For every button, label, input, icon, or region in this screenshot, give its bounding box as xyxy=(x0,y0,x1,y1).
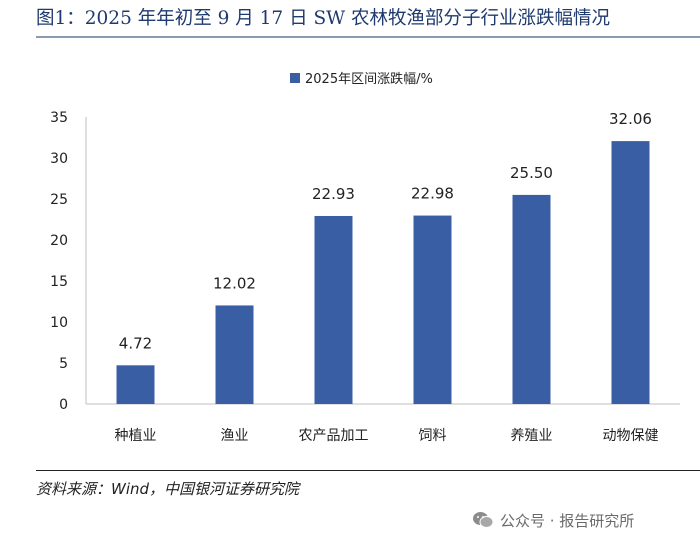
bar-3 xyxy=(314,215,353,404)
chart-axes xyxy=(85,117,680,405)
chart-legend: 2025年区间涨跌幅/% xyxy=(290,71,433,87)
bar-6 xyxy=(611,141,650,404)
y-tick-label: 0 xyxy=(59,397,68,413)
bar-4 xyxy=(413,215,452,404)
x-tick-labels: 种植业 渔业 农产品加工 饲料 养殖业 动物保健 xyxy=(115,427,659,444)
data-label: 4.72 xyxy=(119,334,152,352)
footer-divider xyxy=(36,470,700,471)
watermark: 公众号 · 报告研究所 xyxy=(472,506,634,534)
bar-chart: 2025年区间涨跌幅/% 0 5 10 15 20 25 30 35 4.72 12.02 22.… xyxy=(0,40,700,470)
y-tick-label: 30 xyxy=(50,151,68,167)
y-tick-label: 20 xyxy=(50,233,68,249)
x-tick-label: 动物保健 xyxy=(603,428,659,444)
bars xyxy=(116,141,650,404)
x-tick-label: 农产品加工 xyxy=(299,428,369,444)
x-tick-label: 渔业 xyxy=(221,428,249,444)
bar-1 xyxy=(116,365,155,404)
page-title: 图1：2025 年年初至 9 月 17 日 SW 农林牧渔部分子行业涨跌幅情况 xyxy=(36,8,611,29)
watermark-text: 公众号 · 报告研究所 xyxy=(500,511,635,530)
data-label: 25.50 xyxy=(510,164,553,182)
source-note: 资料来源：Wind，中国银河证券研究院 xyxy=(36,480,300,498)
y-tick-label: 10 xyxy=(50,315,68,331)
legend-label: 2025年区间涨跌幅/% xyxy=(305,71,433,87)
data-label: 32.06 xyxy=(609,110,652,128)
legend-swatch xyxy=(290,73,300,83)
title-divider xyxy=(36,36,700,38)
y-tick-label: 15 xyxy=(50,274,68,290)
data-label: 12.02 xyxy=(213,274,256,292)
bar-2 xyxy=(215,305,254,404)
chart-canvas: 2025年区间涨跌幅/% 0 5 10 15 20 25 30 35 4.72 12.02 22.… xyxy=(50,71,680,444)
data-label: 22.93 xyxy=(312,185,355,203)
y-tick-labels: 0 5 10 15 20 25 30 35 xyxy=(50,110,68,413)
x-tick-label: 饲料 xyxy=(419,428,447,444)
data-labels: 4.72 12.02 22.93 22.98 25.50 32.06 xyxy=(119,110,652,352)
y-tick-label: 25 xyxy=(50,192,68,208)
data-label: 22.98 xyxy=(411,185,454,203)
y-tick-label: 5 xyxy=(59,356,68,372)
x-tick-label: 种植业 xyxy=(115,428,157,444)
x-tick-label: 养殖业 xyxy=(511,427,553,444)
wechat-icon xyxy=(472,511,494,529)
bar-5 xyxy=(512,194,551,404)
y-tick-label: 35 xyxy=(50,110,68,126)
